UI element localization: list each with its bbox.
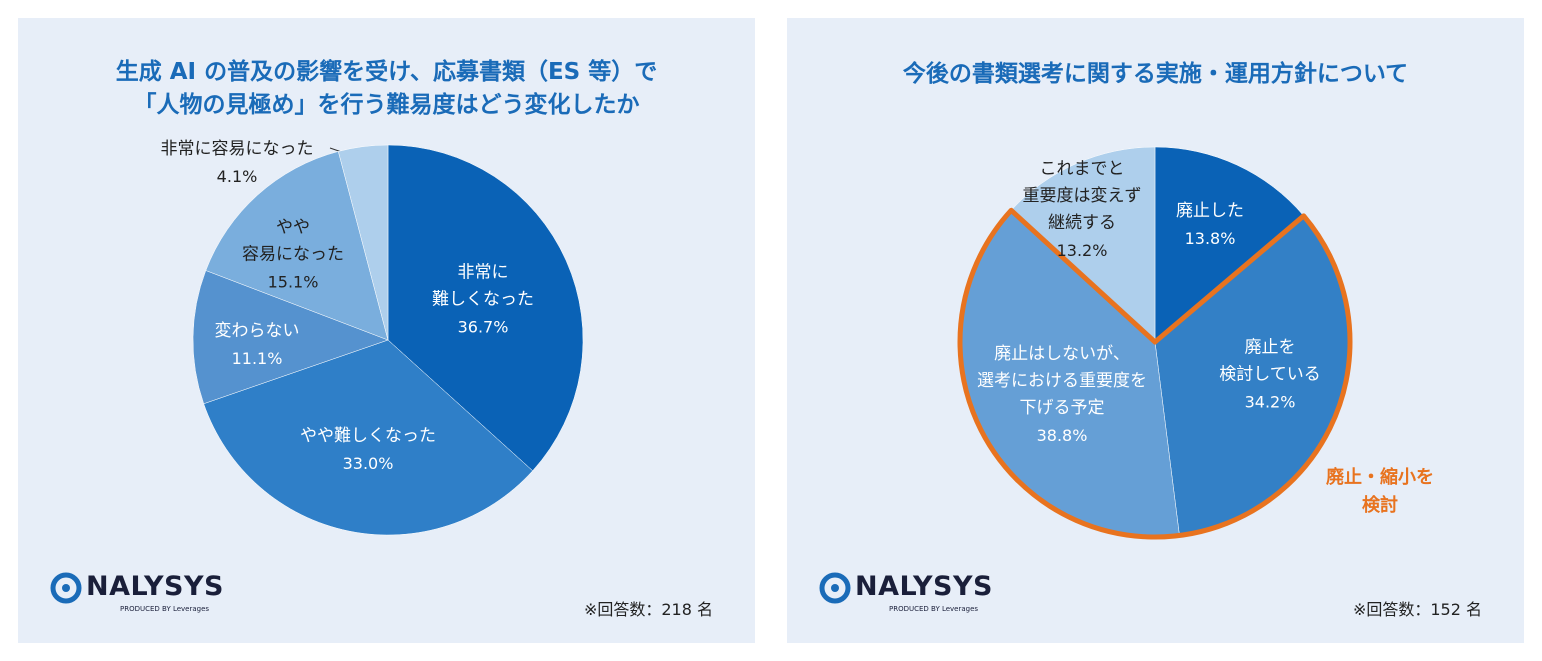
slice-label: 廃止した 13.8%	[1176, 198, 1244, 252]
logo-sub: PRODUCED BY Leverages	[120, 605, 210, 613]
chart-title: 生成 AI の普及の影響を受け、応募書類（ES 等）で 「人物の見極め」を行う難…	[115, 59, 658, 118]
annotation: 廃止・縮小を 検討	[1326, 467, 1434, 516]
chart-title: 今後の書類選考に関する実施・運用方針について	[902, 61, 1409, 87]
logo-icon-dot	[62, 584, 70, 592]
value-label: 13.2%	[1056, 241, 1108, 260]
category-label: 非常に 難しくなった	[432, 262, 534, 310]
logo-icon-dot	[831, 584, 839, 592]
chart	[50, 144, 584, 604]
panel: 生成 AI の普及の影響を受け、応募書類（ES 等）で 「人物の見極め」を行う難…	[18, 18, 755, 643]
logo: NALYSYS	[86, 571, 224, 602]
category-label: これまでと 重要度は変えず 継続する	[1022, 159, 1142, 233]
note: ※回答数：218 名	[583, 600, 713, 619]
value-label: 34.2%	[1244, 392, 1296, 412]
highlight-outline	[957, 207, 1353, 540]
logo: NALYSYS	[855, 571, 993, 602]
slice-label: やや難しくなった 33.0%	[300, 423, 436, 477]
value-label: 4.1%	[216, 167, 258, 186]
category-label: 廃止した	[1176, 201, 1244, 221]
pie-slice	[1010, 146, 1156, 343]
pie-slice	[338, 144, 389, 341]
slice-label: 非常に容易になった 4.1%	[161, 136, 314, 190]
chart	[819, 146, 1353, 604]
pie-slice	[203, 339, 533, 536]
note: ※回答数：152 名	[1352, 600, 1482, 619]
category-label: やや難しくなった	[300, 426, 436, 446]
slice-label: 非常に 難しくなった 36.7%	[432, 260, 534, 341]
value-label: 38.8%	[1036, 426, 1088, 445]
pie-slice	[192, 270, 389, 405]
category-label: 廃止はしないが、 選考における重要度を 下げる予定	[977, 344, 1147, 418]
slice-label: 廃止はしないが、 選考における重要度を 下げる予定 38.8%	[977, 341, 1147, 449]
pie-slice	[387, 144, 584, 472]
value-label: 15.1%	[267, 272, 319, 292]
category-label: やや 容易になった	[242, 217, 344, 265]
category-label: 廃止を 検討している	[1219, 337, 1321, 385]
value-label: 13.8%	[1184, 229, 1236, 248]
slice-label: 廃止を 検討している 34.2%	[1219, 335, 1321, 416]
category-label: 非常に容易になった	[160, 139, 314, 159]
value-label: 36.7%	[457, 317, 509, 337]
pie-slice	[1154, 146, 1305, 343]
slice-label: 変わらない 11.1%	[215, 318, 300, 372]
category-label: 変わらない	[214, 321, 300, 341]
logo-sub: PRODUCED BY Leverages	[889, 605, 979, 613]
slice-label: やや 容易になった 15.1%	[242, 215, 344, 296]
value-label: 11.1%	[231, 349, 283, 368]
pie-slice	[205, 151, 389, 341]
value-label: 33.0%	[342, 454, 394, 473]
slice-label: これまでと 重要度は変えず 継続する 13.2%	[1023, 156, 1142, 264]
logo-icon	[819, 572, 851, 604]
panel: 今後の書類選考に関する実施・運用方針について 廃止・縮小を 検討 NALYSYS…	[787, 18, 1524, 643]
logo-icon	[50, 572, 82, 604]
